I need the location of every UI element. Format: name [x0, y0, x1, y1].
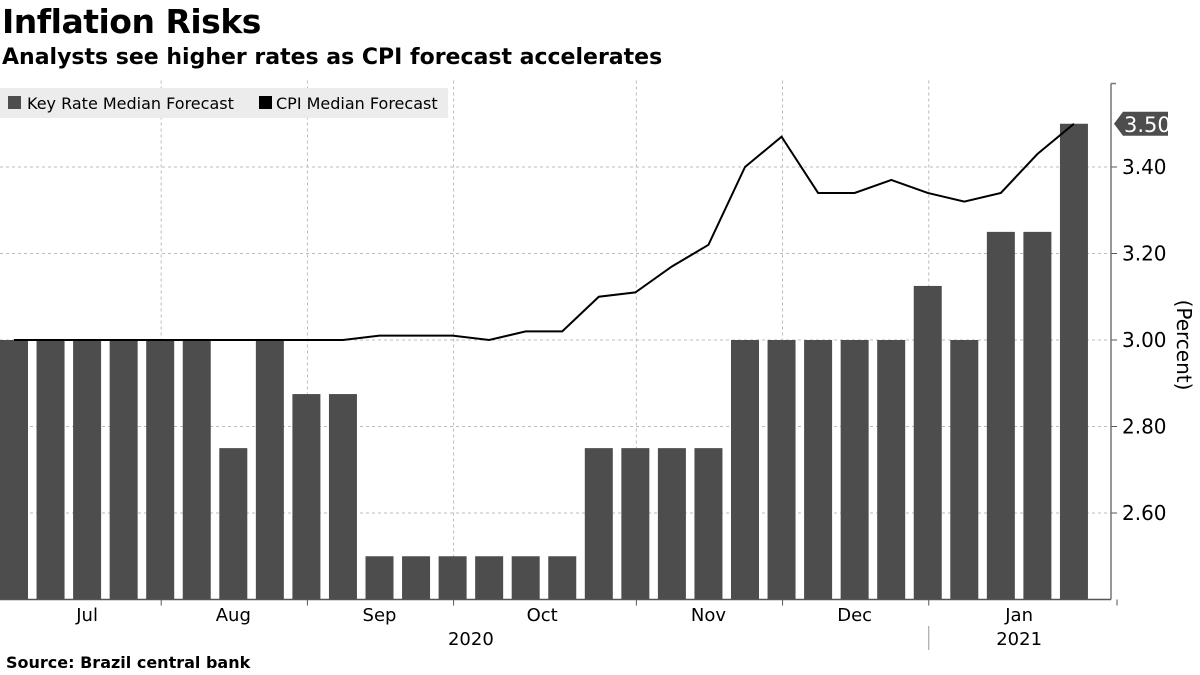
bar-key-rate — [365, 556, 394, 600]
bar-key-rate — [73, 340, 102, 600]
bar-key-rate — [292, 394, 321, 600]
bar-key-rate — [950, 340, 979, 600]
bar-key-rate — [731, 340, 759, 600]
source-note: Source: Brazil central bank — [6, 653, 251, 672]
year-label: 2021 — [996, 629, 1042, 650]
bars — [0, 123, 1088, 600]
bar-key-rate — [877, 340, 906, 600]
bar-key-rate — [767, 340, 796, 600]
bar-key-rate — [36, 340, 65, 600]
y-tick-label: 2.60 — [1122, 501, 1167, 525]
legend-swatch-cpi — [259, 96, 272, 109]
x-tick-label: Jul — [75, 605, 98, 626]
y-tick-label: 3.40 — [1122, 155, 1167, 179]
bar-key-rate — [0, 340, 28, 600]
bar-key-rate — [438, 556, 467, 600]
bar-key-rate — [182, 340, 211, 600]
bar-key-rate — [1059, 123, 1088, 600]
bar-key-rate — [146, 340, 175, 600]
bar-key-rate — [328, 394, 357, 600]
bar-key-rate — [621, 448, 650, 600]
y-tick-label: 3.20 — [1122, 242, 1167, 266]
bar-key-rate — [109, 340, 138, 600]
line-cpi — [14, 122, 1075, 342]
legend-label-key-rate: Key Rate Median Forecast — [27, 94, 234, 113]
bar-key-rate — [255, 340, 284, 600]
bar-key-rate — [402, 556, 431, 600]
x-tick-label: Dec — [837, 605, 872, 626]
y-axis-label: (Percent) — [1172, 300, 1196, 391]
y-tick-label: 3.00 — [1122, 328, 1167, 352]
bar-key-rate — [986, 231, 1015, 600]
bar-key-rate — [804, 340, 833, 600]
line-series — [14, 122, 1075, 342]
legend-swatch-key-rate — [8, 96, 21, 109]
legend-label-cpi: CPI Median Forecast — [276, 94, 438, 113]
year-label: 2020 — [448, 629, 494, 650]
y-tick-label: 2.80 — [1122, 415, 1167, 439]
x-tick-label: Nov — [691, 605, 726, 626]
bar-key-rate — [694, 448, 723, 600]
x-tick-label: Jan — [1004, 605, 1033, 626]
last-value-label: 3.50 — [1124, 113, 1171, 137]
bar-key-rate — [475, 556, 504, 600]
legend-background — [0, 88, 448, 118]
x-tick-label: Aug — [216, 605, 251, 626]
bar-key-rate — [548, 556, 577, 600]
bar-key-rate — [511, 556, 540, 600]
axes: 2.60 2.80 3.00 3.20 3.40 Jul Aug Sep Oct Nov Dec Ja… — [0, 82, 1171, 650]
bar-key-rate — [840, 340, 869, 600]
x-tick-label: Sep — [363, 605, 397, 626]
legend: Key Rate Median Forecast CPI Median Fore… — [0, 88, 448, 118]
chart-title: Inflation Risks — [2, 2, 261, 41]
bar-key-rate — [584, 448, 613, 600]
x-tick-label: Oct — [527, 605, 558, 626]
last-value-callout — [1114, 111, 1168, 136]
bar-key-rate — [913, 285, 942, 600]
chart-subtitle: Analysts see higher rates as CPI forecas… — [2, 45, 663, 70]
bar-key-rate — [219, 448, 248, 600]
bar-key-rate — [657, 448, 686, 600]
bar-key-rate — [1023, 231, 1052, 600]
